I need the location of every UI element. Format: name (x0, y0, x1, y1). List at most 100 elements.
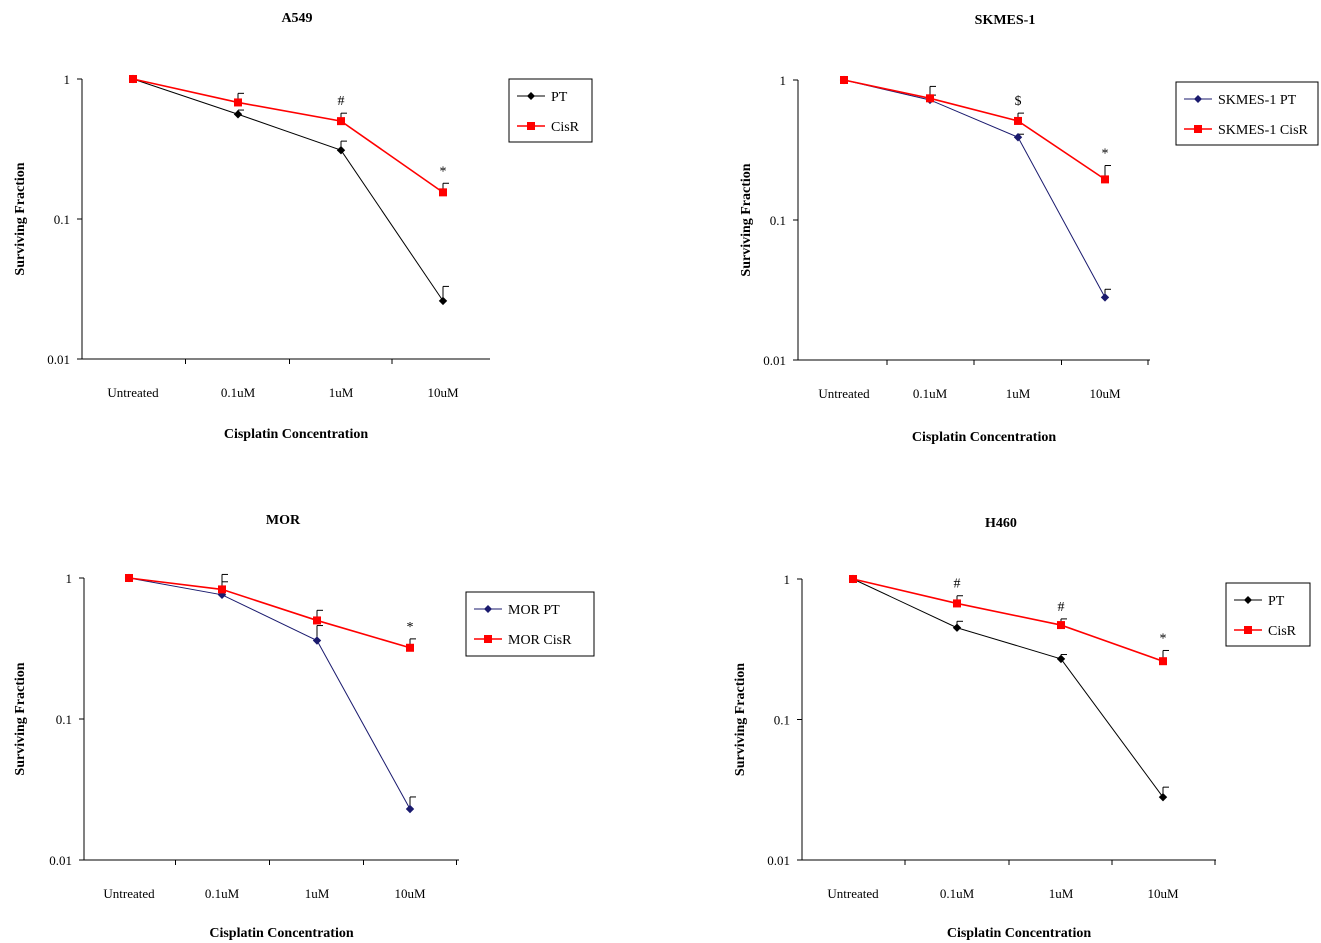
significance-marker: # (338, 94, 345, 109)
y-tick-label: 0.1 (770, 213, 786, 228)
series-cisr (849, 575, 1169, 666)
x-axis-label: Cisplatin Concentration (224, 427, 369, 442)
y-tick-label: 0.1 (54, 212, 70, 227)
series-pt (128, 74, 449, 306)
x-axis-label: Cisplatin Concentration (209, 926, 354, 941)
legend-entry: SKMES-1 PT (1218, 93, 1297, 108)
legend-entry: MOR PT (508, 603, 560, 618)
legend-entry: CisR (1268, 624, 1297, 639)
x-tick-label: 1uM (1006, 386, 1031, 401)
data-point (405, 804, 415, 814)
chart-panel-4: H460 0.01 0.1 1 Untreated 0.1uM 1uM 10uM Cisplat… (733, 516, 1311, 941)
chart-title: MOR (266, 513, 301, 528)
data-point (849, 575, 857, 583)
x-tick-label: 0.1uM (205, 886, 240, 901)
x-tick-label: 10uM (394, 886, 426, 901)
data-point (952, 623, 962, 632)
series-line (132, 78, 444, 302)
data-point (313, 616, 321, 625)
data-point (1159, 657, 1167, 666)
legend-entry: PT (1268, 594, 1285, 609)
data-point (1101, 175, 1109, 184)
legend-entry: SKMES-1 CisR (1218, 123, 1309, 138)
y-tick-label: 0.01 (767, 853, 790, 868)
data-point (337, 117, 345, 126)
legend-box (508, 78, 593, 143)
legend-marker (527, 122, 535, 130)
x-tick-label: 1uM (305, 886, 330, 901)
significance-marker: $ (1015, 94, 1022, 109)
y-tick-label: 1 (784, 572, 791, 587)
series-line (132, 78, 444, 194)
x-tick-label: 1uM (1049, 886, 1074, 901)
chart-title: H460 (985, 516, 1017, 531)
chart-panel-3: MOR 0.01 0.1 1 Untreated 0.1uM 1uM 10uM Cisplati… (13, 513, 595, 941)
chart-title: A549 (281, 11, 312, 26)
series-pt (848, 574, 1169, 802)
series-cisr (125, 573, 416, 652)
data-point (438, 296, 448, 306)
y-tick-label: 0.1 (56, 712, 72, 727)
series-line (852, 578, 1164, 662)
legend-box (465, 591, 595, 657)
y-tick-label: 1 (780, 73, 787, 88)
data-point (1014, 116, 1022, 125)
series-line (128, 577, 411, 810)
significance-marker: * (440, 164, 447, 179)
legend-marker (1244, 596, 1252, 604)
significance-marker: # (1058, 600, 1065, 615)
data-point (312, 636, 322, 645)
series-line (843, 79, 1106, 298)
significance-marker: * (407, 620, 414, 635)
data-point (233, 110, 243, 119)
x-tick-label: 1uM (329, 385, 354, 400)
series-line (852, 578, 1164, 798)
legend-marker (484, 635, 492, 643)
data-point (953, 599, 961, 608)
legend-entry: PT (551, 90, 568, 105)
series-cisr (840, 76, 1111, 184)
y-axis-label: Surviving Fraction (13, 162, 28, 275)
y-tick-label: 1 (66, 571, 73, 586)
legend-marker (1194, 95, 1202, 103)
legend: PT CisR (1225, 582, 1311, 647)
data-point (1158, 792, 1168, 802)
legend-marker (1244, 626, 1252, 634)
data-point (1056, 654, 1066, 664)
y-axis-label: Surviving Fraction (739, 163, 754, 276)
legend-entry: MOR CisR (508, 633, 572, 648)
data-point (439, 188, 447, 197)
chart-title: SKMES-1 (975, 13, 1036, 28)
x-tick-label: Untreated (827, 886, 879, 901)
x-tick-label: 0.1uM (913, 386, 948, 401)
x-tick-label: 10uM (427, 385, 459, 400)
x-tick-label: Untreated (103, 886, 155, 901)
data-point (218, 585, 226, 594)
series-pt (124, 573, 416, 814)
y-tick-label: 1 (64, 72, 71, 87)
legend: SKMES-1 PT SKMES-1 CisR (1175, 81, 1319, 146)
x-axis-label: Cisplatin Concentration (912, 430, 1057, 445)
y-tick-label: 0.01 (47, 352, 70, 367)
legend: MOR PT MOR CisR (465, 591, 595, 657)
y-tick-label: 0.01 (49, 853, 72, 868)
legend-box (1225, 582, 1311, 647)
data-point (336, 146, 346, 155)
data-point (129, 75, 137, 83)
series-line (843, 79, 1106, 181)
data-point (1057, 621, 1065, 630)
x-tick-label: 0.1uM (221, 385, 256, 400)
chart-panel-1: A549 0.01 0.1 1 Untreated 0.1uM 1uM 10uM Cisplat… (13, 11, 593, 442)
legend-entry: CisR (551, 120, 580, 135)
data-point (1013, 133, 1023, 142)
data-point (125, 574, 133, 582)
data-point (926, 94, 934, 103)
significance-marker: # (954, 577, 961, 592)
data-point (1100, 293, 1110, 302)
data-point (840, 76, 848, 84)
legend-marker (527, 92, 535, 100)
series-line (128, 577, 411, 649)
legend-marker (1194, 125, 1202, 133)
x-tick-label: Untreated (818, 386, 870, 401)
chart-panel-2: SKMES-1 0.01 0.1 1 Untreated 0.1uM 1uM 10uM Cisp… (739, 13, 1319, 445)
